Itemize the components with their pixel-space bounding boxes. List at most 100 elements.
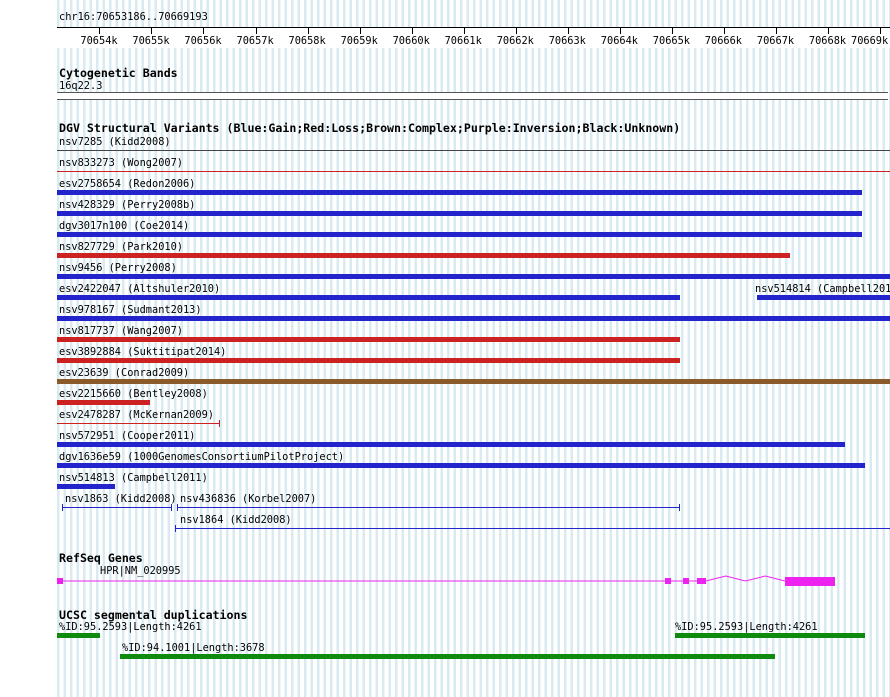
variant-feature[interactable]	[57, 232, 862, 237]
variant-label: nsv817737 (Wang2007)	[59, 325, 183, 337]
variant-feature[interactable]	[57, 379, 890, 384]
gene-exon	[57, 578, 63, 584]
segdup-label: %ID:95.2593|Length:4261	[675, 621, 818, 633]
variant-feature[interactable]	[57, 337, 680, 342]
variant-feature[interactable]	[57, 484, 115, 489]
segdup-label: %ID:95.2593|Length:4261	[59, 621, 202, 633]
ruler-tick	[308, 28, 309, 34]
variant-feature-endcap	[171, 504, 172, 511]
variant-feature[interactable]	[57, 274, 890, 279]
ruler-tick	[568, 28, 569, 34]
ruler-tick	[672, 28, 673, 34]
variant-label: nsv572951 (Cooper2011)	[59, 430, 195, 442]
variant-feature-endcap	[175, 525, 176, 532]
ruler-tick-label: 70657k	[237, 35, 274, 47]
variant-label: dgv3017n100 (Coe2014)	[59, 220, 189, 232]
variant-feature[interactable]	[57, 295, 680, 300]
variant-feature[interactable]	[57, 400, 150, 405]
variant-feature[interactable]	[757, 295, 890, 300]
ruler-tick	[360, 28, 361, 34]
variant-label: nsv436836 (Korbel2007)	[180, 493, 316, 505]
ruler-tick	[828, 28, 829, 34]
variant-label: nsv1864 (Kidd2008)	[180, 514, 292, 526]
variant-label: esv3892884 (Suktitipat2014)	[59, 346, 226, 358]
ruler-tick-label: 70662k	[497, 35, 534, 47]
variant-label: nsv1863 (Kidd2008)	[65, 493, 177, 505]
variant-feature[interactable]	[57, 316, 890, 321]
variant-feature[interactable]	[62, 507, 172, 508]
variant-label: esv2215660 (Bentley2008)	[59, 388, 208, 400]
ruler-tick-label: 70659k	[341, 35, 378, 47]
ruler-tick-label: 70666k	[705, 35, 742, 47]
genome-browser-view: chr16:70653186..70669193 70654k 70655k 706…	[0, 0, 890, 697]
ruler-tick-label: 70668k	[809, 35, 846, 47]
variant-label: nsv9456 (Perry2008)	[59, 262, 177, 274]
cytoband-glyph[interactable]	[57, 92, 888, 100]
variant-label: nsv514814 (Campbell2011)	[755, 283, 890, 295]
region-coordinates: chr16:70653186..70669193	[59, 11, 208, 23]
variant-feature[interactable]	[57, 442, 845, 447]
gene-intron-line	[57, 576, 785, 581]
track-title-refseq-genes: RefSeq Genes	[59, 552, 143, 564]
gene-exon	[665, 578, 671, 584]
variant-label: esv2758654 (Redon2006)	[59, 178, 195, 190]
ruler-tick	[516, 28, 517, 34]
track-title-dgv-structural-variants: DGV Structural Variants (Blue:Gain;Red:L…	[59, 122, 680, 134]
ruler-tick	[776, 28, 777, 34]
variant-feature-endcap	[62, 504, 63, 511]
variant-label: nsv428329 (Perry2008b)	[59, 199, 195, 211]
variant-feature[interactable]	[57, 211, 862, 216]
gene-exon	[683, 578, 689, 584]
variant-label: esv2478287 (McKernan2009)	[59, 409, 214, 421]
segdup-feature[interactable]	[120, 654, 775, 659]
variant-feature[interactable]	[175, 528, 890, 529]
segdup-label: %ID:94.1001|Length:3678	[122, 642, 265, 654]
ruler-tick	[620, 28, 621, 34]
variant-label: nsv827729 (Park2010)	[59, 241, 183, 253]
ruler-tick	[203, 28, 204, 34]
ruler-tick	[724, 28, 725, 34]
gene-terminal-exon	[785, 577, 835, 586]
track-title-cytogenetic-bands: Cytogenetic Bands	[59, 67, 178, 79]
cytoband-label: 16q22.3	[59, 80, 102, 92]
variant-label: esv2422047 (Altshuler2010)	[59, 283, 220, 295]
variant-feature-endcap	[177, 504, 178, 511]
ruler-tick	[464, 28, 465, 34]
variant-feature[interactable]	[57, 253, 790, 258]
variant-feature[interactable]	[57, 150, 890, 151]
ruler-tick-label: 70663k	[549, 35, 586, 47]
ruler-tick	[256, 28, 257, 34]
ruler-tick	[880, 28, 881, 34]
ruler-tick	[99, 28, 100, 34]
variant-feature[interactable]	[57, 423, 220, 424]
segdup-feature[interactable]	[57, 633, 100, 638]
track-title-segmental-duplications: UCSC segmental duplications	[59, 609, 247, 621]
ruler-tick-label: 70664k	[601, 35, 638, 47]
variant-feature-endcap	[219, 420, 220, 427]
ruler-tick-label: 70655k	[132, 35, 169, 47]
ruler-tick-label: 70665k	[653, 35, 690, 47]
ruler-tick	[151, 28, 152, 34]
variant-feature-endcap	[679, 504, 680, 511]
gene-glyph[interactable]	[57, 573, 890, 591]
variant-feature[interactable]	[177, 507, 680, 508]
ruler-axis-line	[57, 27, 890, 28]
ruler-tick-label: 70658k	[289, 35, 326, 47]
ruler-tick-label: 70661k	[445, 35, 482, 47]
ruler-tick-label: 70656k	[184, 35, 221, 47]
variant-label: nsv7285 (Kidd2008)	[59, 136, 171, 148]
ruler-tick-label: 70660k	[393, 35, 430, 47]
variant-feature[interactable]	[57, 463, 865, 468]
variant-label: dgv1636e59 (1000GenomesConsortiumPilotPr…	[59, 451, 344, 463]
segdup-feature[interactable]	[675, 633, 865, 638]
variant-label: nsv833273 (Wong2007)	[59, 157, 183, 169]
variant-label: nsv514813 (Campbell2011)	[59, 472, 208, 484]
variant-label: nsv978167 (Sudmant2013)	[59, 304, 202, 316]
variant-feature[interactable]	[57, 190, 862, 195]
variant-feature[interactable]	[57, 358, 680, 363]
gene-exon	[697, 578, 706, 584]
variant-feature[interactable]	[57, 171, 890, 172]
ruler-tick-label: 70654k	[80, 35, 117, 47]
ruler-tick-label: 70667k	[757, 35, 794, 47]
variant-label: esv23639 (Conrad2009)	[59, 367, 189, 379]
